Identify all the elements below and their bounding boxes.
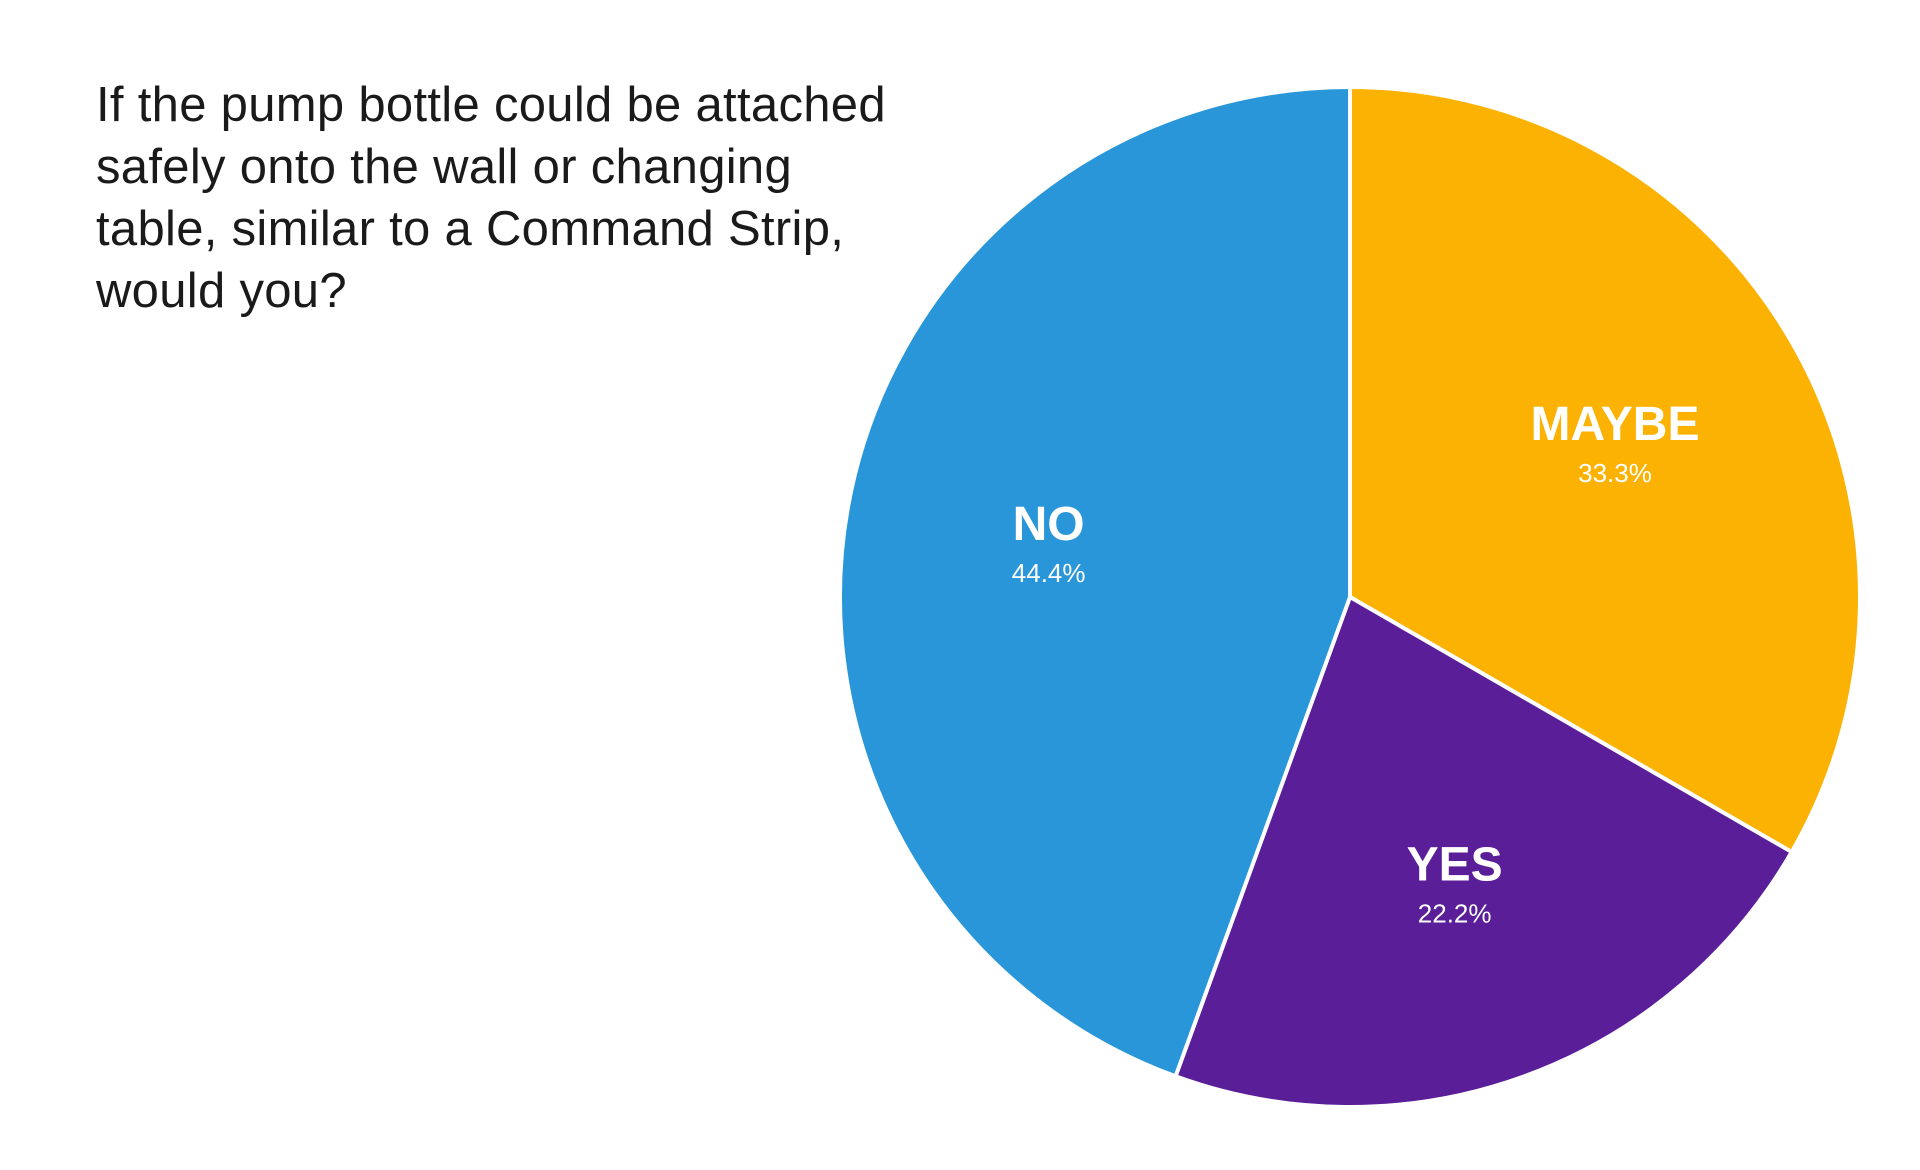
- pie-label-no: NO: [1013, 498, 1085, 551]
- pie-label-maybe: MAYBE: [1531, 398, 1700, 451]
- pie-slices: [838, 85, 1862, 1109]
- pie-value-no: 44.4%: [1012, 558, 1086, 588]
- question-line-1: If the pump bottle could be attached: [96, 78, 886, 132]
- pie-slice-no: [838, 85, 1352, 1079]
- chart-question-title: If the pump bottle could be attached saf…: [96, 74, 956, 322]
- pie-value-yes: 22.2%: [1418, 899, 1492, 929]
- question-line-2: safely onto the wall or changing: [96, 140, 793, 194]
- pie-slice-maybe: [1348, 85, 1862, 854]
- question-line-3: table, similar to a Command Strip,: [96, 202, 845, 256]
- pie-slice-yes: [1173, 595, 1794, 1109]
- pie-value-maybe: 33.3%: [1578, 458, 1652, 488]
- question-line-4: would you?: [96, 264, 347, 318]
- pie-labels: MAYBE 33.3% YES 22.2% NO 44.4%: [1012, 398, 1700, 929]
- pie-label-yes: YES: [1407, 839, 1503, 892]
